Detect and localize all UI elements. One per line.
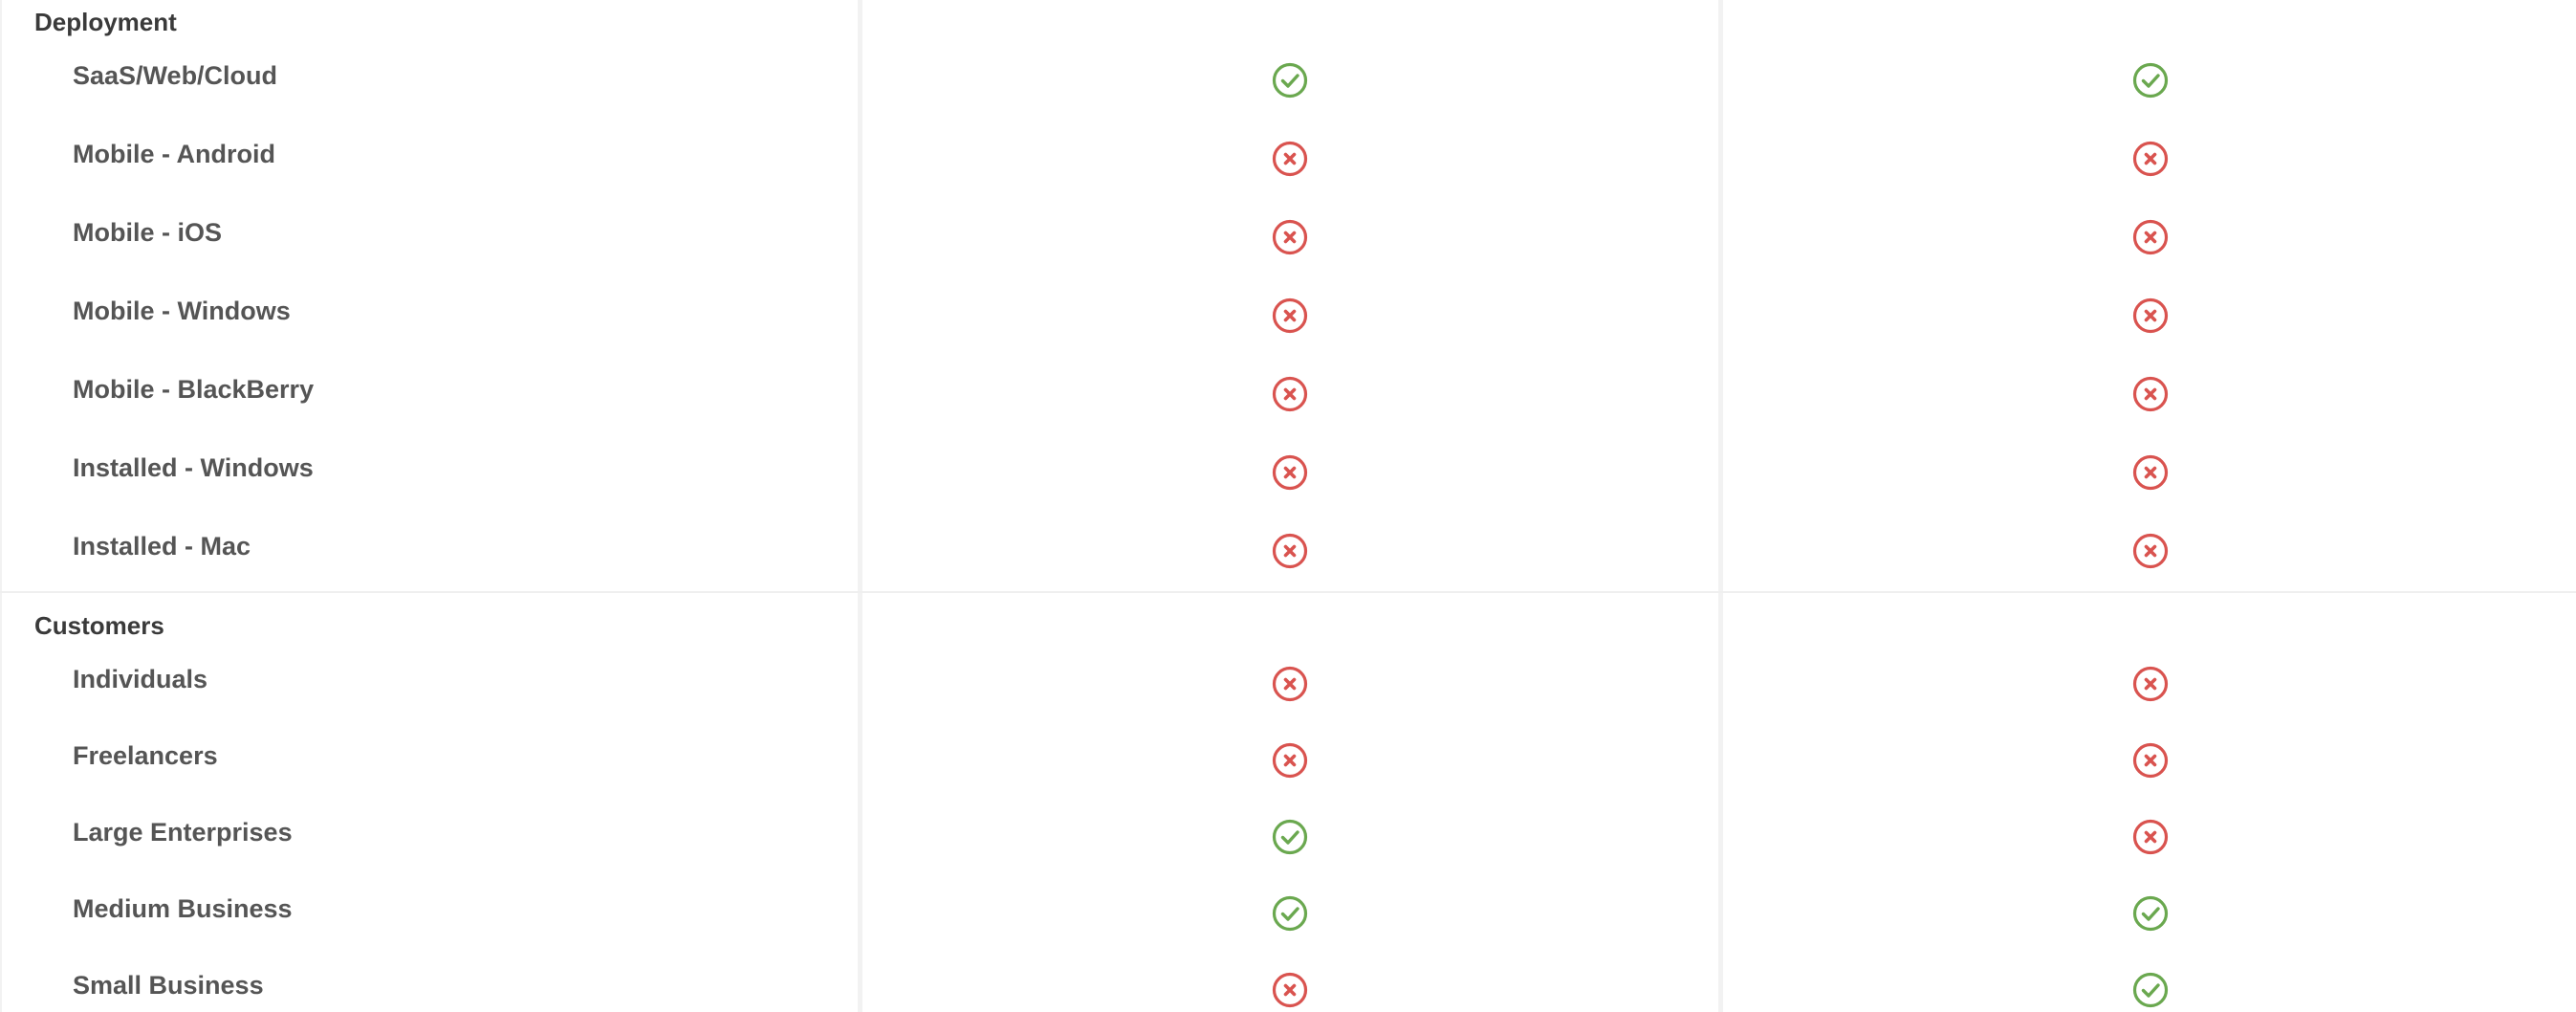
x-circle-icon — [2131, 741, 2170, 780]
x-circle-icon — [1271, 532, 1309, 570]
x-circle-icon — [2131, 375, 2170, 413]
section-divider — [0, 591, 2576, 593]
row-label: Large Enterprises — [73, 818, 293, 847]
x-circle-icon — [2131, 818, 2170, 856]
x-circle-icon — [2131, 665, 2170, 703]
row-label: Mobile - iOS — [73, 218, 223, 247]
check-circle-icon — [2131, 971, 2170, 1009]
x-circle-icon — [1271, 375, 1309, 413]
check-circle-icon — [1271, 894, 1309, 933]
check-circle-icon — [1271, 61, 1309, 99]
column-divider — [858, 0, 862, 1012]
check-circle-icon — [2131, 894, 2170, 933]
row-label: Mobile - Windows — [73, 297, 291, 325]
row-label: Freelancers — [73, 741, 218, 770]
x-circle-icon — [1271, 140, 1309, 178]
row-label: Mobile - Android — [73, 140, 275, 168]
x-circle-icon — [1271, 297, 1309, 335]
row-label: Mobile - BlackBerry — [73, 375, 315, 404]
x-circle-icon — [2131, 218, 2170, 256]
row-label: Installed - Mac — [73, 532, 251, 561]
row-label: Medium Business — [73, 894, 293, 923]
x-circle-icon — [1271, 665, 1309, 703]
column-divider — [1718, 0, 1723, 1012]
row-label: Small Business — [73, 971, 264, 1000]
x-circle-icon — [2131, 532, 2170, 570]
x-circle-icon — [1271, 453, 1309, 492]
section-title: Customers — [34, 611, 164, 640]
x-circle-icon — [1271, 741, 1309, 780]
row-label: Individuals — [73, 665, 208, 693]
x-circle-icon — [1271, 971, 1309, 1009]
check-circle-icon — [1271, 818, 1309, 856]
check-circle-icon — [2131, 61, 2170, 99]
x-circle-icon — [2131, 297, 2170, 335]
section-title: Deployment — [34, 8, 177, 36]
x-circle-icon — [2131, 140, 2170, 178]
x-circle-icon — [1271, 218, 1309, 256]
table-left-border — [0, 0, 2, 1012]
row-label: Installed - Windows — [73, 453, 314, 482]
row-label: SaaS/Web/Cloud — [73, 61, 278, 90]
x-circle-icon — [2131, 453, 2170, 492]
